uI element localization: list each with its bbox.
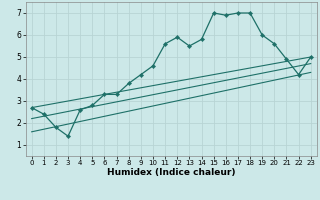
X-axis label: Humidex (Indice chaleur): Humidex (Indice chaleur): [107, 168, 236, 177]
